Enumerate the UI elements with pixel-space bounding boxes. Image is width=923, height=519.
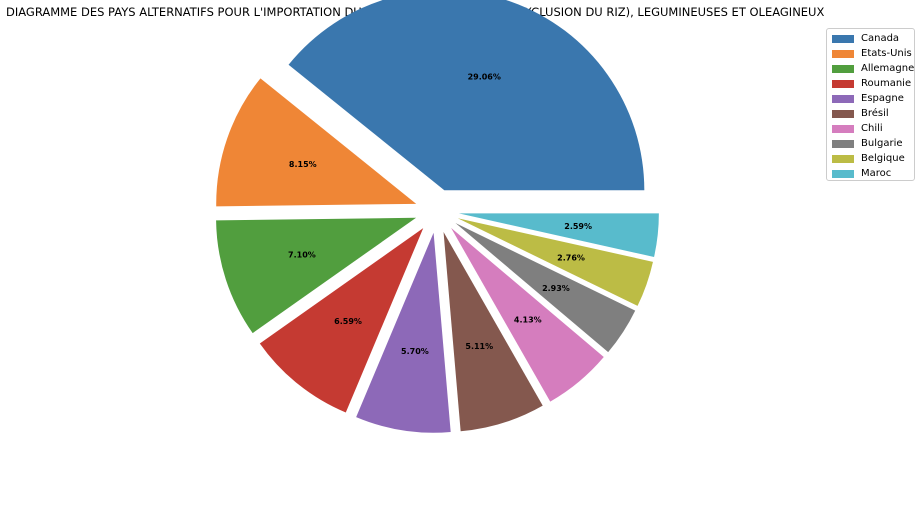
legend-label: Brésil [861, 108, 889, 119]
legend-swatch [832, 64, 854, 73]
pie-slice-canada [288, 0, 645, 191]
legend-item-maroc: Maroc [832, 166, 914, 181]
legend-label: Canada [861, 33, 900, 44]
legend-swatch [832, 139, 854, 148]
legend-item-bresil: Brésil [832, 106, 914, 121]
pie-slice-espagne [356, 232, 451, 433]
legend-swatch [832, 109, 854, 118]
legend-item-belgique: Belgique [832, 151, 914, 166]
legend-swatch [832, 34, 854, 43]
pie-slice-maroc [458, 213, 659, 257]
slice-label-allemagne: 7.10% [288, 250, 316, 259]
legend-swatch [832, 154, 854, 163]
legend-label: Bulgarie [861, 138, 903, 149]
pie-slice-bresil [443, 232, 543, 432]
slice-label-espagne: 5.70% [401, 347, 429, 356]
pie-slice-bulgarie [455, 223, 636, 353]
legend-item-allemagne: Allemagne [832, 61, 914, 76]
legend-label: Belgique [861, 153, 905, 164]
legend-swatch [832, 49, 854, 58]
legend-label: Maroc [861, 168, 892, 179]
pie-slice-belgique [457, 218, 653, 306]
legend-item-etats-unis: Etats-Unis [832, 46, 914, 61]
legend-item-bulgarie: Bulgarie [832, 136, 914, 151]
pie-slice-etats-unis [216, 78, 417, 207]
slice-label-roumanie: 6.59% [334, 317, 362, 326]
pie-slice-chili [451, 227, 604, 402]
pie-slice-allemagne [216, 217, 417, 334]
legend-label: Espagne [861, 93, 904, 104]
legend-item-roumanie: Roumanie [832, 76, 914, 91]
slice-label-etats-unis: 8.15% [289, 160, 317, 169]
pie-slice-roumanie [259, 228, 424, 413]
legend-label: Etats-Unis [861, 48, 912, 59]
legend-item-espagne: Espagne [832, 91, 914, 106]
chart-legend: Canada Etats-Unis Allemagne Roumanie Espagne… [826, 28, 915, 181]
legend-swatch [832, 124, 854, 133]
legend-label: Roumanie [861, 78, 912, 89]
legend-label: Allemagne [861, 63, 915, 74]
slice-label-bulgarie: 2.93% [542, 284, 570, 293]
legend-swatch [832, 94, 854, 103]
legend-label: Chili [861, 123, 883, 134]
legend-item-canada: Canada [832, 31, 914, 46]
legend-item-chili: Chili [832, 121, 914, 136]
legend-swatch [832, 79, 854, 88]
slice-label-belgique: 2.76% [557, 253, 585, 262]
slice-label-maroc: 2.59% [564, 222, 592, 231]
legend-swatch [832, 169, 854, 178]
slice-label-chili: 4.13% [514, 316, 542, 325]
slice-label-canada: 29.06% [468, 73, 501, 82]
slice-label-bresil: 5.11% [465, 342, 493, 351]
